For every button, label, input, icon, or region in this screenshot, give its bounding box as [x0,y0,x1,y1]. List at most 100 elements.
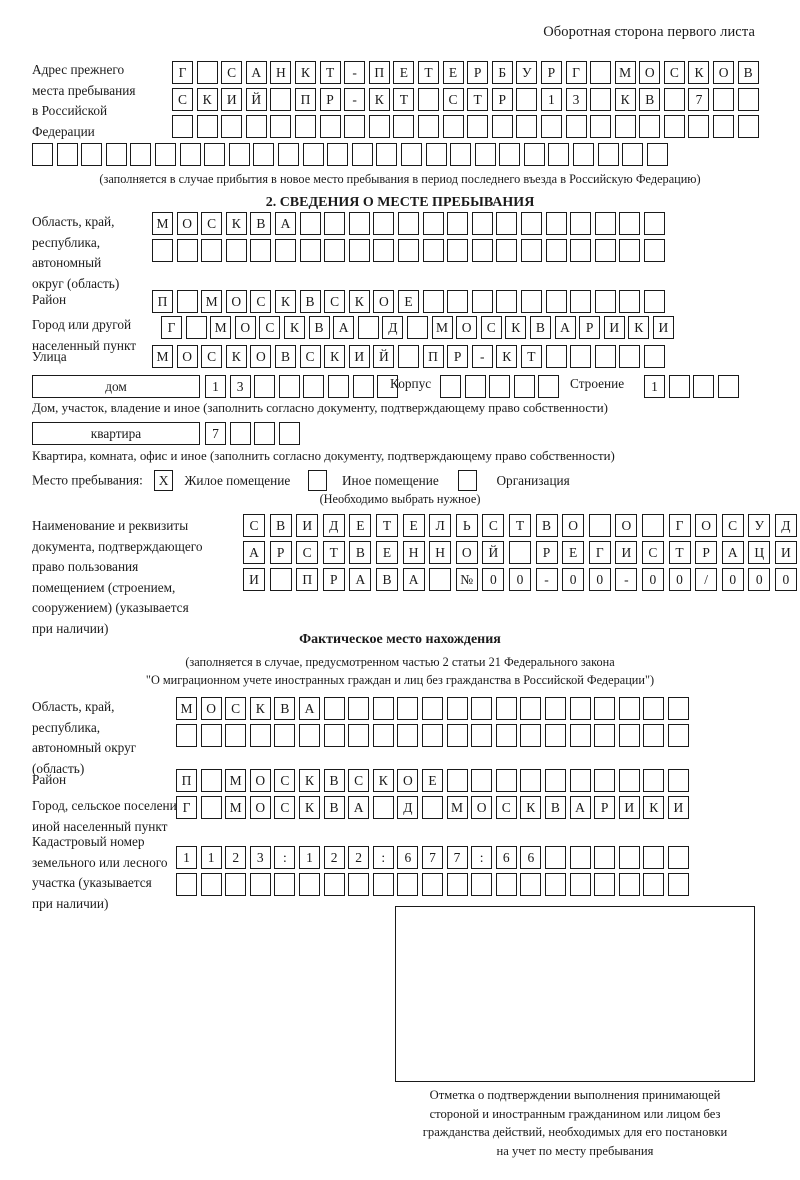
char-cell[interactable]: В [535,514,558,537]
char-cell[interactable] [417,88,439,111]
char-cell[interactable]: К [298,796,320,819]
char-cell[interactable]: Т [393,88,415,111]
char-cell[interactable] [130,143,152,166]
char-cell[interactable] [643,290,665,313]
char-cell[interactable]: Р [322,568,345,591]
char-cell[interactable] [324,239,346,262]
char-cell[interactable] [372,697,394,720]
char-cell[interactable]: К [225,345,247,368]
char-cell[interactable] [464,375,486,398]
char-cell[interactable]: 2 [225,846,247,869]
char-cell[interactable] [713,115,735,138]
char-cell[interactable] [565,115,587,138]
char-cell[interactable] [471,697,493,720]
char-cell[interactable]: Л [429,514,452,537]
char-cell[interactable]: - [615,568,638,591]
char-cell[interactable]: Й [482,541,505,564]
char-cell[interactable]: К [496,345,518,368]
char-cell[interactable]: 6 [495,846,517,869]
char-cell[interactable]: К [348,290,370,313]
char-cell[interactable]: В [274,697,296,720]
char-cell[interactable]: К [294,61,316,84]
char-cell[interactable]: М [152,345,173,368]
char-cell[interactable] [495,697,517,720]
char-cell[interactable]: К [628,316,650,339]
char-cell[interactable] [570,345,592,368]
char-cell[interactable]: О [225,290,247,313]
char-cell[interactable] [277,143,299,166]
char-cell[interactable]: Д [322,514,345,537]
char-cell[interactable] [245,115,267,138]
char-cell[interactable]: Г [176,796,197,819]
char-cell[interactable]: И [615,541,638,564]
char-cell[interactable] [643,239,665,262]
char-cell[interactable] [196,61,218,84]
char-cell[interactable] [643,212,665,235]
char-cell[interactable]: И [652,316,674,339]
char-cell[interactable] [471,873,493,896]
char-cell[interactable]: Р [319,88,341,111]
char-cell[interactable]: Е [375,541,398,564]
char-cell[interactable] [538,375,560,398]
char-cell[interactable]: Е [421,769,443,792]
char-cell[interactable]: В [544,796,566,819]
char-cell[interactable]: Д [397,796,419,819]
char-cell[interactable]: К [614,88,636,111]
char-cell[interactable] [200,796,222,819]
char-cell[interactable]: Е [562,541,585,564]
char-cell[interactable] [299,212,321,235]
char-cell[interactable]: В [269,514,292,537]
char-cell[interactable] [663,88,685,111]
char-cell[interactable]: В [349,541,372,564]
char-cell[interactable]: 0 [588,568,611,591]
char-cell[interactable]: Г [161,316,182,339]
char-cell[interactable]: И [667,796,689,819]
char-cell[interactable] [570,212,592,235]
char-cell[interactable] [327,375,349,398]
char-cell[interactable]: Е [397,290,419,313]
char-cell[interactable] [298,873,320,896]
char-cell[interactable]: Р [695,541,718,564]
char-cell[interactable]: А [721,541,744,564]
char-cell[interactable]: 2 [323,846,345,869]
char-cell[interactable] [298,724,320,747]
korpus-cells[interactable] [440,375,560,398]
char-cell[interactable]: М [210,316,232,339]
char-cell[interactable] [422,212,444,235]
char-cell[interactable] [516,88,538,111]
char-cell[interactable] [225,724,247,747]
char-cell[interactable] [717,375,739,398]
char-cell[interactable]: М [446,796,468,819]
char-cell[interactable]: Р [540,61,562,84]
char-cell[interactable]: 0 [562,568,585,591]
char-cell[interactable] [520,724,542,747]
char-cell[interactable] [545,239,567,262]
char-cell[interactable] [228,143,250,166]
char-cell[interactable]: Н [270,61,292,84]
char-cell[interactable] [56,143,78,166]
char-cell[interactable] [81,143,103,166]
char-cell[interactable]: - [471,345,493,368]
char-cell[interactable] [421,697,443,720]
char-cell[interactable]: М [225,796,247,819]
char-cell[interactable]: Ц [748,541,771,564]
char-cell[interactable] [357,316,379,339]
char-cell[interactable] [152,239,173,262]
char-cell[interactable]: : [274,846,296,869]
char-cell[interactable] [323,697,345,720]
char-cell[interactable] [646,143,668,166]
char-cell[interactable]: Т [668,541,691,564]
char-cell[interactable] [573,143,595,166]
char-cell[interactable] [737,115,759,138]
char-cell[interactable] [570,239,592,262]
flat-number-cells[interactable]: 7 [205,422,300,445]
prev-address-row-4[interactable] [32,143,668,166]
document-row-3[interactable]: И П Р А В А № 0 0-0 0-0 0/0 0 0 [243,568,800,591]
char-cell[interactable] [520,873,542,896]
char-cell[interactable] [569,769,591,792]
char-cell[interactable]: Т [322,541,345,564]
char-cell[interactable]: О [176,345,198,368]
